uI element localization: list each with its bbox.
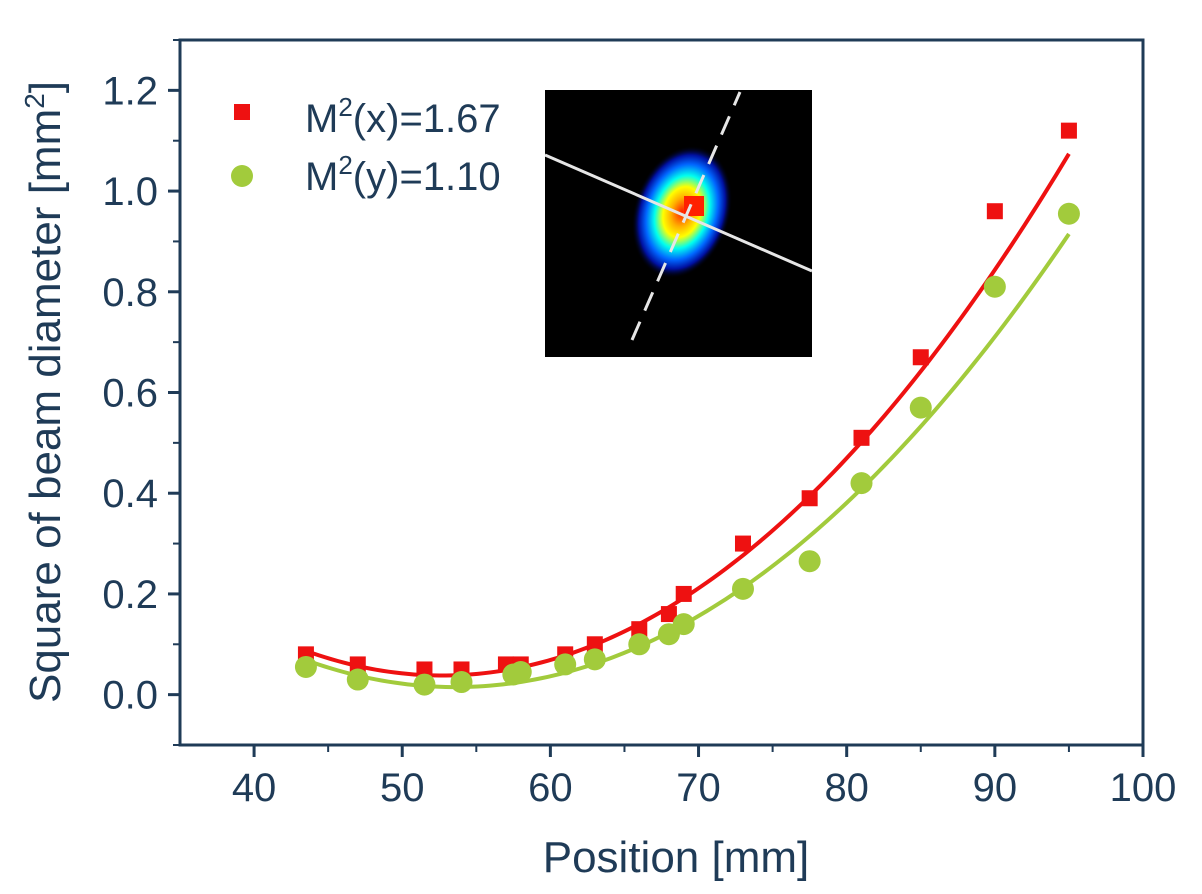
x-tick-label: 80 xyxy=(824,766,869,810)
marker-circle xyxy=(1057,202,1080,225)
legend-marker-y xyxy=(231,165,253,187)
y-tick-label: 0.6 xyxy=(102,372,158,416)
inset-y-crossline xyxy=(630,91,742,341)
marker-circle xyxy=(450,671,473,694)
x-axis-ticks: 40 50 60 70 80 90 100 xyxy=(232,745,1177,810)
legend-marker-x xyxy=(234,104,250,120)
y-axis-ticks: 0.0 0.2 0.4 0.6 0.8 1.0 1.2 xyxy=(102,39,180,746)
marker-square xyxy=(734,535,751,552)
marker-circle xyxy=(672,613,695,636)
legend-label-x: M2(x)=1.67 xyxy=(305,92,501,141)
marker-circle xyxy=(731,577,754,600)
legend: M2(x)=1.67 M2(y)=1.10 xyxy=(231,92,501,199)
data-markers xyxy=(294,122,1080,696)
y-axis-title: Square of beam diameter [mm2] xyxy=(19,81,70,703)
marker-square xyxy=(1060,122,1077,139)
marker-square xyxy=(586,636,603,653)
marker-circle xyxy=(583,648,606,671)
x-tick-label: 40 xyxy=(232,766,277,810)
marker-circle xyxy=(850,472,873,495)
marker-square xyxy=(349,656,366,673)
x-tick-label: 50 xyxy=(380,766,425,810)
marker-circle xyxy=(509,660,532,683)
marker-circle xyxy=(554,653,577,676)
x-axis-title: Position [mm] xyxy=(543,833,810,882)
x-tick-label: 90 xyxy=(973,766,1018,810)
y-tick-label: 1.0 xyxy=(102,170,158,214)
y-tick-label: 0.4 xyxy=(102,472,158,516)
marker-square xyxy=(912,349,929,366)
marker-circle xyxy=(413,673,436,696)
marker-circle xyxy=(983,275,1006,298)
marker-square xyxy=(416,661,433,678)
marker-circle xyxy=(798,550,821,573)
marker-square xyxy=(631,621,648,638)
x-tick-label: 70 xyxy=(676,766,721,810)
y-tick-label: 1.2 xyxy=(102,69,158,113)
marker-square xyxy=(660,606,677,623)
marker-square xyxy=(986,203,1003,220)
marker-square xyxy=(675,585,692,602)
marker-square xyxy=(801,490,818,507)
x-tick-label: 100 xyxy=(1110,766,1177,810)
x-tick-label: 60 xyxy=(528,766,573,810)
y-tick-label: 0.8 xyxy=(102,271,158,315)
marker-circle xyxy=(628,633,651,656)
marker-circle xyxy=(294,655,317,678)
marker-circle xyxy=(909,396,932,419)
beam-spot xyxy=(631,145,733,279)
y-tick-label: 0.2 xyxy=(102,573,158,617)
y-tick-label: 0.0 xyxy=(102,674,158,718)
marker-circle xyxy=(346,668,369,691)
inset-x-crossline xyxy=(545,153,812,273)
marker-square xyxy=(853,429,870,446)
beam-profile-inset xyxy=(545,90,812,357)
legend-label-y: M2(y)=1.10 xyxy=(305,150,501,199)
